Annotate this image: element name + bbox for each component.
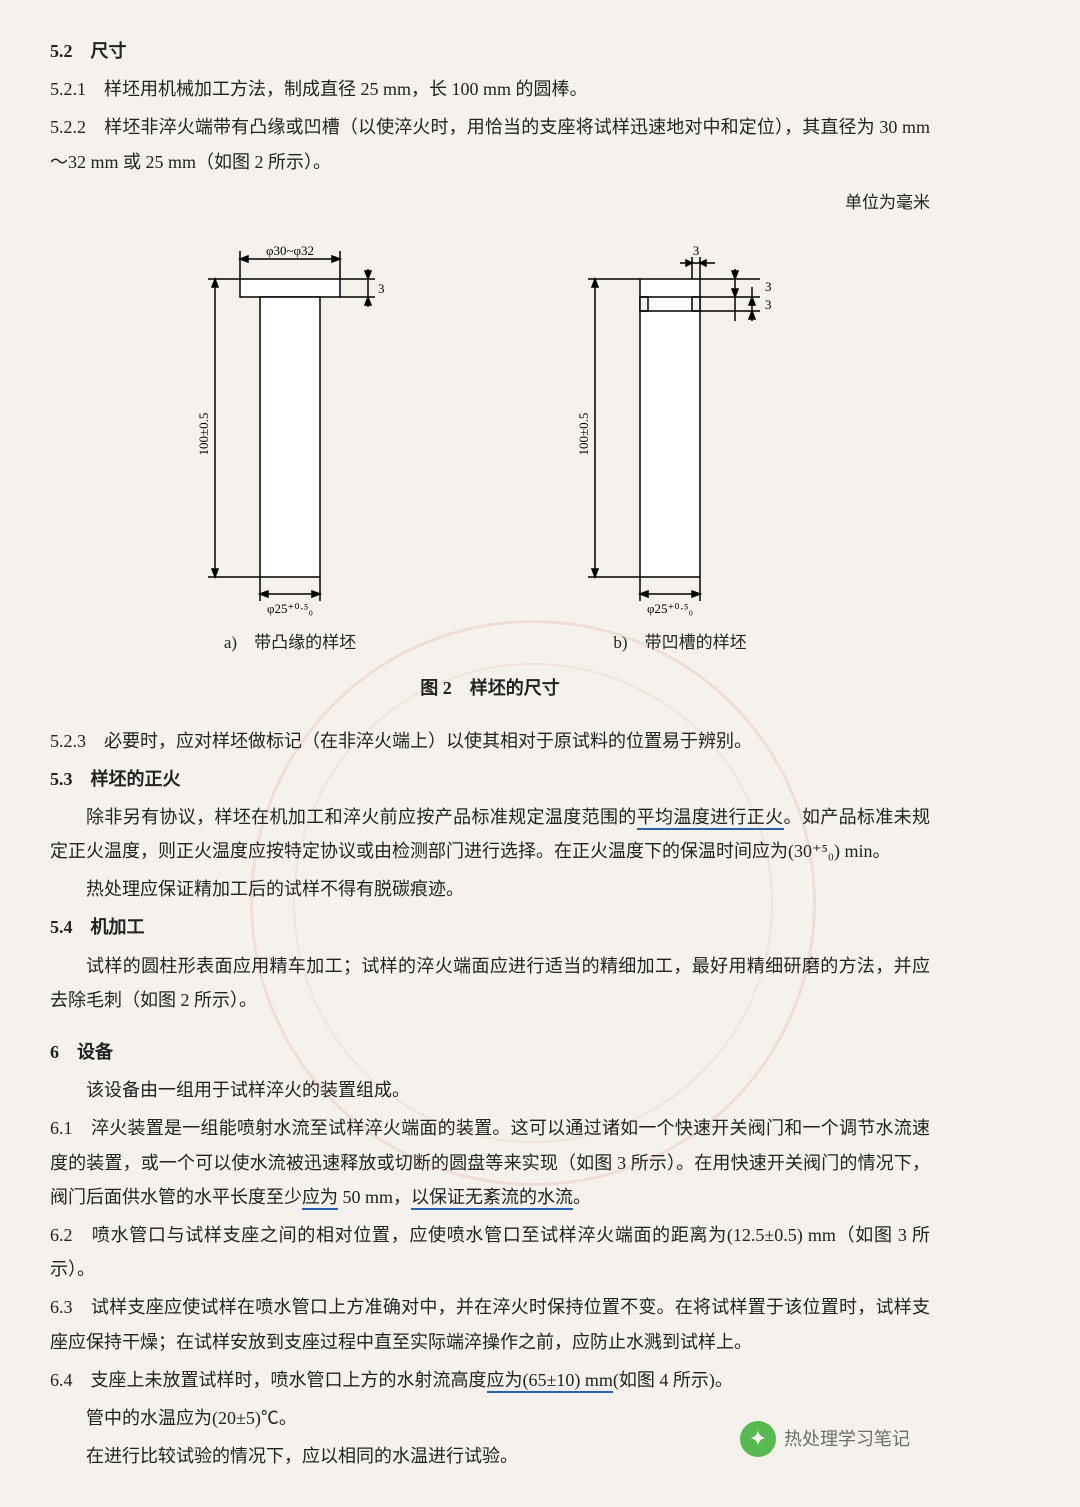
para-6-intro: 该设备由一组用于试样淬火的装置组成。 — [50, 1073, 930, 1107]
heading-6: 6 设备 — [50, 1035, 930, 1069]
watermark: ✦ 热处理学习笔记 — [740, 1421, 910, 1457]
para-5-2-3: 5.2.3 必要时，应对样坯做标记（在非淬火端上）以使其相对于原试料的位置易于辨… — [50, 724, 930, 758]
underline-text: 平均温度进行正火 — [637, 807, 784, 830]
wechat-icon: ✦ — [740, 1421, 776, 1457]
underline-text: 应为(65±10) mm — [487, 1370, 613, 1393]
svg-text:100±0.5: 100±0.5 — [196, 413, 211, 456]
para-5-3-1: 除非另有协议，样坯在机加工和淬火前应按产品标准规定温度范围的平均温度进行正火。如… — [50, 800, 930, 868]
svg-text:φ30~φ32: φ30~φ32 — [266, 243, 314, 258]
para-6-2: 6.2 喷水管口与试样支座之间的相对位置，应使喷水管口至试样淬火端面的距离为(1… — [50, 1218, 930, 1286]
para-5-3-2: 热处理应保证精加工后的试样不得有脱碳痕迹。 — [50, 872, 930, 906]
drawing-b: 3 3 3 100±0.5 — [540, 239, 820, 619]
unit-label: 单位为毫米 — [50, 187, 930, 219]
svg-text:φ25⁺⁰·⁵₀: φ25⁺⁰·⁵₀ — [647, 601, 693, 616]
svg-text:φ25⁺⁰·⁵₀: φ25⁺⁰·⁵₀ — [267, 601, 313, 616]
svg-text:3: 3 — [765, 279, 772, 294]
heading-5-3: 5.3 样坯的正火 — [50, 762, 930, 796]
para-5-4-1: 试样的圆柱形表面应用精车加工；试样的淬火端面应进行适当的精细加工，最好用精细研磨… — [50, 949, 930, 1017]
heading-5-4: 5.4 机加工 — [50, 910, 930, 944]
svg-text:100±0.5: 100±0.5 — [576, 413, 591, 456]
para-6-1: 6.1 淬火装置是一组能喷射水流至试样淬火端面的装置。这可以通过诸如一个快速开关… — [50, 1111, 930, 1214]
figure-2a-label: a) 带凸缘的样坯 — [160, 627, 420, 659]
para-6-4: 6.4 支座上未放置试样时，喷水管口上方的水射流高度应为(65±10) mm(如… — [50, 1363, 930, 1397]
underline-text: 以保证无紊流的水流 — [411, 1187, 573, 1210]
figure-2b: 3 3 3 100±0.5 — [540, 239, 820, 659]
figure-2-caption: 图 2 样坯的尺寸 — [50, 671, 930, 705]
heading-5-2: 5.2 尺寸 — [50, 34, 930, 68]
watermark-text: 热处理学习笔记 — [784, 1422, 910, 1456]
svg-text:3: 3 — [378, 281, 385, 296]
svg-text:3: 3 — [693, 243, 700, 258]
underline-text: 应为 — [302, 1187, 338, 1210]
drawing-a: φ30~φ32 3 100±0.5 — [160, 239, 420, 619]
para-5-2-2: 5.2.2 样坯非淬火端带有凸缘或凹槽（以使淬火时，用恰当的支座将试样迅速地对中… — [50, 110, 930, 178]
para-5-2-1: 5.2.1 样坯用机械加工方法，制成直径 25 mm，长 100 mm 的圆棒。 — [50, 72, 930, 106]
figure-2a: φ30~φ32 3 100±0.5 — [160, 239, 420, 659]
figure-2: φ30~φ32 3 100±0.5 — [50, 239, 930, 659]
svg-text:3: 3 — [765, 297, 772, 312]
figure-2b-label: b) 带凹槽的样坯 — [540, 627, 820, 659]
para-6-3: 6.3 试样支座应使试样在喷水管口上方准确对中，并在淬火时保持位置不变。在将试样… — [50, 1290, 930, 1358]
